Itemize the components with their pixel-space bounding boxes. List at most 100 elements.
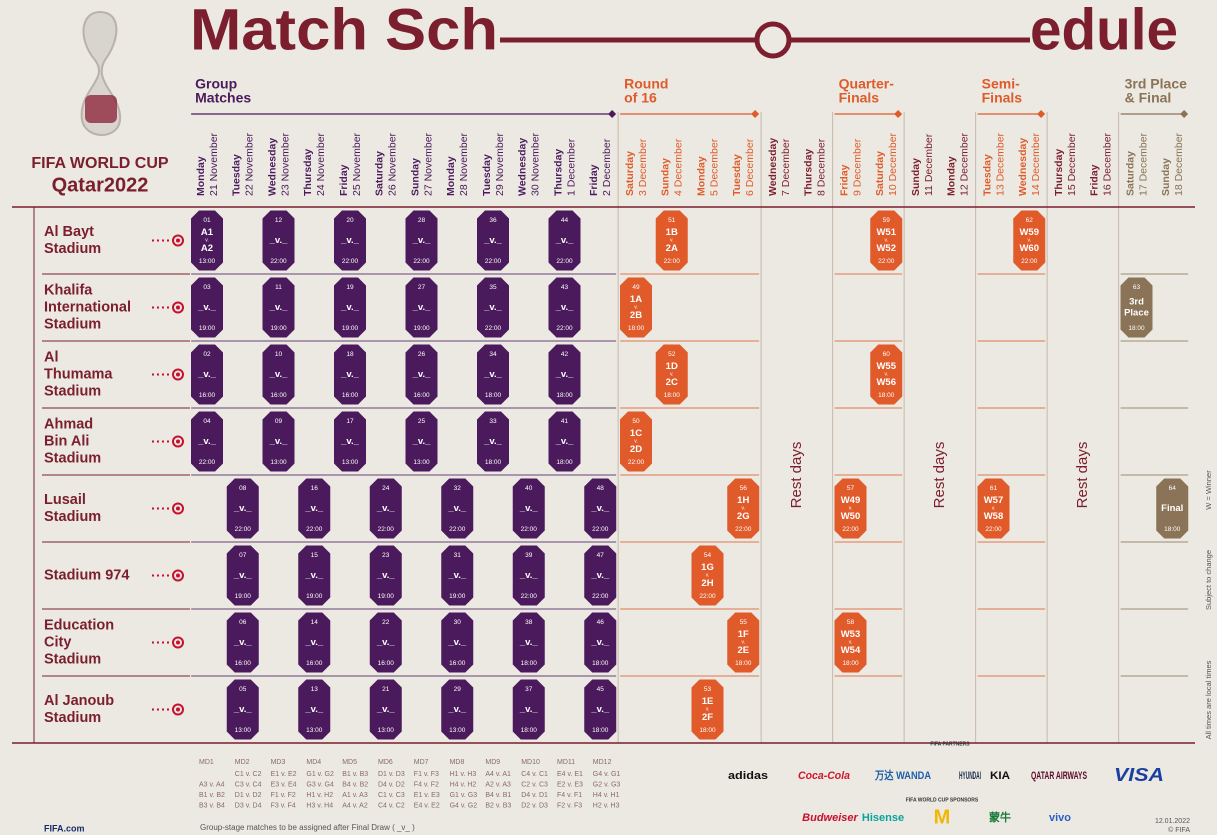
match-badge — [1120, 277, 1153, 338]
match-number: 02 — [203, 351, 211, 358]
match-badge — [298, 612, 331, 673]
date-header: Tuesday 29 November — [481, 132, 506, 196]
matchday-label: MD12 — [593, 759, 612, 766]
match-number: 27 — [418, 284, 426, 291]
match-number: 14 — [311, 619, 319, 626]
stadium-icon-core — [176, 573, 180, 578]
match-badge — [441, 478, 474, 539]
match-teams: _v._ — [447, 503, 467, 514]
stadium-name: Lusail — [44, 492, 86, 508]
date-weekday: Thursday — [302, 149, 314, 196]
match-time: 18:00 — [842, 660, 859, 667]
match-teams: _v._ — [590, 503, 610, 514]
date-header: Sunday 27 November — [409, 132, 434, 196]
match-number: 16 — [311, 485, 319, 492]
match-number: 42 — [561, 351, 569, 358]
match-versus: v. — [884, 237, 888, 243]
match-home: 1G — [701, 562, 714, 573]
matchday-pair: C1 v. C2 — [235, 771, 262, 778]
match-time: 13:00 — [342, 459, 359, 466]
stadium-name: Bin Ali — [44, 433, 89, 449]
date-day: 3 December — [637, 138, 649, 196]
matchday-label: MD4 — [306, 759, 321, 766]
matchday-pair: H1 v. H3 — [450, 771, 477, 778]
match-home: 1E — [702, 696, 714, 707]
date-day: 10 December — [887, 132, 899, 196]
match-time: 13:00 — [270, 459, 287, 466]
matchday-pair: B4 v. B2 — [342, 781, 368, 788]
match-number: 56 — [740, 485, 748, 492]
logo-pattern — [85, 95, 117, 123]
match-teams: _v._ — [483, 235, 503, 246]
match-versus: v. — [849, 639, 853, 645]
matchday-label: MD10 — [521, 759, 540, 766]
matchday-pair: B1 v. B2 — [199, 792, 225, 799]
match-number: 41 — [561, 418, 569, 425]
match-time: 18:00 — [592, 727, 609, 734]
date-day: 15 December — [1066, 132, 1078, 196]
date-header: Saturday 26 November — [374, 132, 399, 196]
date-header: Friday 9 December — [838, 138, 863, 196]
match-badge — [262, 210, 295, 271]
match-time: 13:00 — [235, 727, 252, 734]
logo-line2: Qatar2022 — [52, 174, 149, 196]
match-badge — [512, 679, 545, 740]
match-time: 22:00 — [878, 258, 895, 265]
match-time: 22:00 — [521, 526, 538, 533]
match-number: 21 — [382, 686, 390, 693]
date-header: Sunday 18 December — [1160, 132, 1185, 196]
date-weekday: Tuesday — [231, 154, 243, 196]
stadium-name: Al — [44, 349, 59, 365]
match-time: 22:00 — [592, 593, 609, 600]
match-number: 60 — [883, 351, 891, 358]
date-weekday: Wednesday — [266, 138, 278, 196]
match-away: 2C — [666, 377, 678, 388]
match-number: 23 — [382, 552, 390, 559]
match-number: 48 — [597, 485, 605, 492]
match-teams: _v._ — [340, 302, 360, 313]
title-right: edule — [1030, 0, 1178, 62]
match-time: 18:00 — [699, 727, 716, 734]
match-badge — [191, 277, 223, 338]
match-badge — [298, 545, 331, 606]
side-note: Subject to change — [1204, 550, 1213, 610]
stadium-icon — [172, 301, 184, 314]
match-number: 46 — [597, 619, 605, 626]
matchday-pair: D4 v. D2 — [378, 781, 405, 788]
stadium-name: Stadium — [44, 241, 101, 257]
match-teams: _v._ — [376, 637, 396, 648]
matchday-pair: H4 v. H2 — [450, 781, 477, 788]
match-badge — [191, 344, 223, 405]
match-badge — [620, 277, 652, 338]
match-number: 51 — [668, 217, 676, 224]
match-number: 29 — [454, 686, 462, 693]
match-time: 22:00 — [664, 258, 681, 265]
matchday-pair: F1 v. F2 — [271, 792, 296, 799]
match-time: 18:00 — [1164, 526, 1181, 533]
date-day: 18 December — [1173, 132, 1185, 196]
matchday-label: MD6 — [378, 759, 393, 766]
match-teams: _v._ — [412, 235, 432, 246]
matchday-pair: C4 v. C1 — [521, 771, 548, 778]
side-note: W = Winner — [1204, 470, 1213, 510]
match-home: W49 — [841, 495, 861, 506]
match-badge — [369, 545, 402, 606]
match-time: 19:00 — [235, 593, 252, 600]
partner-logo: adidas — [728, 770, 768, 782]
match-versus: v. — [741, 639, 745, 645]
date-day: 5 December — [708, 138, 720, 196]
partner-logo: QATAR AIRWAYS — [1031, 770, 1087, 782]
match-away: W58 — [984, 511, 1004, 522]
stadium-icon-core — [176, 640, 180, 645]
match-teams: _v._ — [197, 369, 217, 380]
match-badge — [226, 679, 259, 740]
stadium-name: Stadium — [44, 450, 101, 466]
date-header: Saturday 3 December — [624, 138, 649, 196]
match-badge — [548, 344, 581, 405]
matchday-pair: A4 v. A2 — [342, 802, 368, 809]
title-left: Match Sch — [190, 0, 498, 62]
match-number: 25 — [418, 418, 426, 425]
match-time: 18:00 — [556, 459, 573, 466]
match-teams: _v._ — [519, 503, 539, 514]
date-weekday: Monday — [445, 156, 457, 196]
